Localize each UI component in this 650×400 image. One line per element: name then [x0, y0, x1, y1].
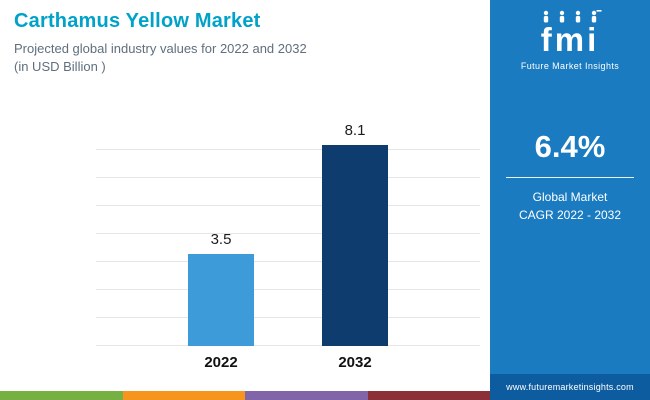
- bar-2022: [188, 253, 254, 346]
- website-url: www.futuremarketinsights.com: [506, 382, 634, 392]
- bar-column-2032: 8.1: [322, 122, 388, 346]
- cagr-label-line1: Global Market: [532, 189, 608, 204]
- brand-sidebar: fmi Future Market Insights 6.4% Global M…: [490, 0, 650, 400]
- chart-header: Carthamus Yellow Market Projected global…: [14, 10, 474, 76]
- strip-segment-orange: [122, 391, 245, 400]
- strip-segment-maroon: [367, 391, 490, 400]
- bottom-color-strip: [0, 391, 490, 400]
- logo-figures-icon: [543, 10, 602, 23]
- bar-value-label-2032: 8.1: [344, 122, 366, 139]
- bar-value-label-2022: 3.5: [210, 230, 232, 248]
- cagr-value: 6.4%: [534, 128, 606, 164]
- logo-wordmark: fmi: [540, 21, 600, 58]
- chart-subtitle-line2: (in USD Billion ): [14, 59, 106, 75]
- chart-plot: 3.5 8.1: [96, 122, 480, 346]
- x-axis-label-2032: 2032: [338, 354, 372, 371]
- chart-section: Carthamus Yellow Market Projected global…: [0, 10, 490, 400]
- cagr-label: Global Market CAGR 2022 - 2032: [519, 188, 621, 225]
- x-axis-labels: 2022 2032: [96, 354, 480, 371]
- page-title: Carthamus Yellow Market: [14, 10, 261, 32]
- strip-segment-green: [0, 391, 123, 400]
- x-axis-label-2022: 2022: [204, 354, 238, 371]
- bar-group: 3.5 8.1: [96, 122, 480, 346]
- fmi-logo: fmi Future Market Insights: [521, 10, 619, 71]
- cagr-divider: [506, 176, 634, 178]
- chart-subtitle-line1: Projected global industry values for 202…: [14, 41, 307, 56]
- strip-segment-purple: [245, 391, 368, 400]
- website-footer: www.futuremarketinsights.com: [490, 374, 650, 400]
- logo-caption: Future Market Insights: [520, 60, 620, 71]
- cagr-label-line2: CAGR 2022 - 2032: [518, 208, 622, 223]
- chart-subtitle: Projected global industry values for 202…: [14, 40, 474, 76]
- bar-column-2022: 3.5: [188, 122, 254, 346]
- bar-2032: [322, 145, 388, 346]
